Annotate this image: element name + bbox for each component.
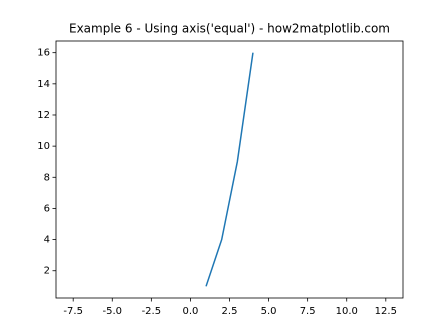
plot-frame — [55, 40, 404, 299]
x-tick-label: -7.5 — [63, 306, 83, 317]
y-tick-label: 10 — [37, 141, 50, 152]
x-tick-label: 7.5 — [300, 306, 316, 317]
x-tick-label: 12.5 — [375, 306, 397, 317]
chart-title: Example 6 - Using axis('equal') - how2ma… — [69, 22, 390, 36]
x-tick-label: 2.5 — [222, 306, 238, 317]
x-tick-label: 5.0 — [261, 306, 277, 317]
y-tick-label: 4 — [44, 235, 50, 246]
y-tick-label: 14 — [37, 79, 50, 90]
x-tick-label: -5.0 — [103, 306, 123, 317]
y-tick-label: 16 — [37, 48, 50, 59]
y-tick-label: 12 — [37, 110, 50, 121]
y-tick-label: 6 — [44, 203, 50, 214]
y-tick-label: 8 — [44, 172, 50, 183]
x-tick-label: -2.5 — [142, 306, 162, 317]
data-line — [205, 52, 254, 287]
x-tick-label: 10.0 — [336, 306, 358, 317]
x-tick-label: 0.0 — [182, 306, 198, 317]
y-tick-label: 2 — [44, 266, 50, 277]
